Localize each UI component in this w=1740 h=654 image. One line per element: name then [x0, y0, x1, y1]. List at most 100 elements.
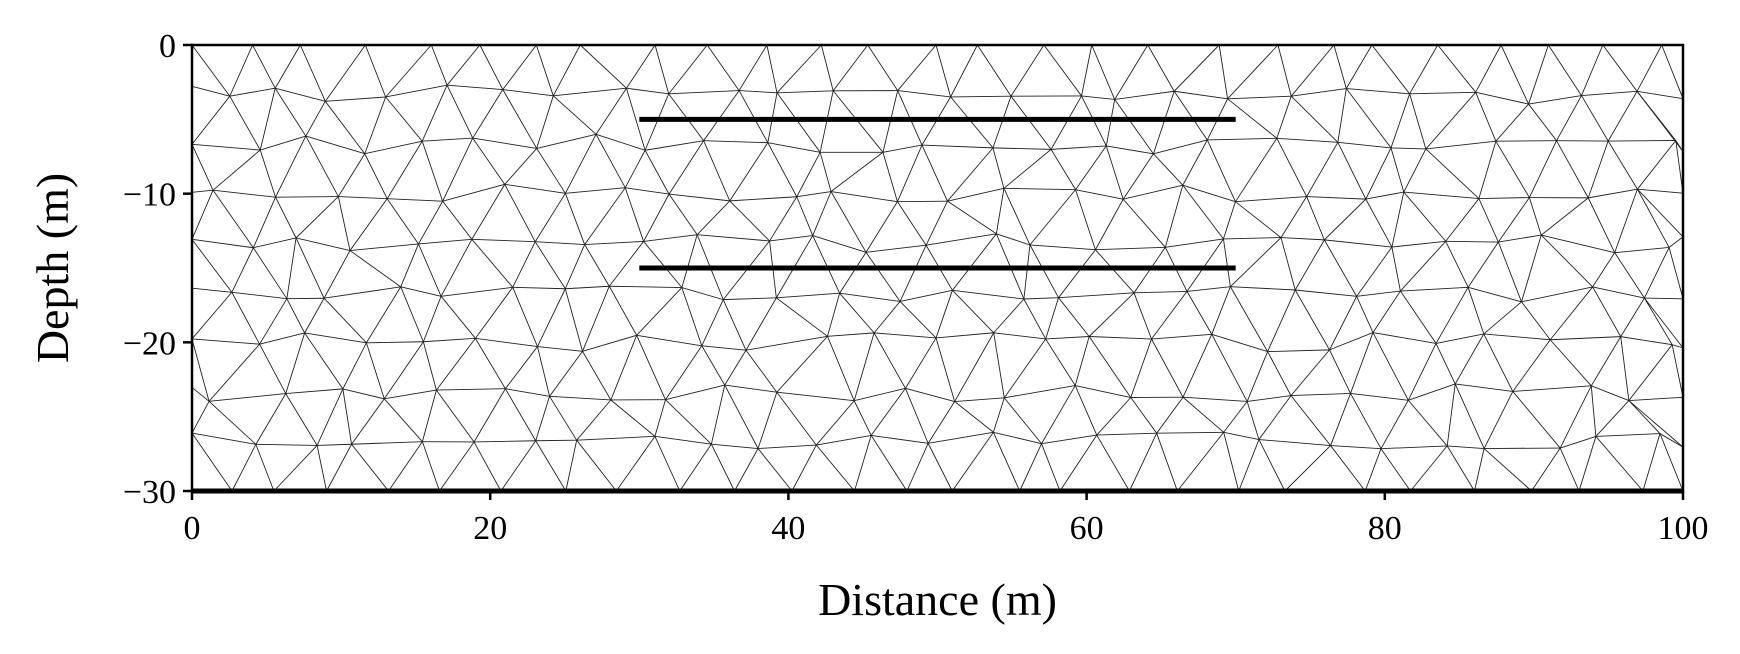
mesh-edge	[812, 235, 841, 294]
mesh-edge	[191, 85, 230, 97]
mesh-edge	[1391, 191, 1405, 248]
mesh-edge	[738, 90, 769, 143]
mesh-edge	[1156, 431, 1224, 434]
mesh-edge	[1475, 92, 1497, 142]
mesh-edge	[1409, 91, 1476, 95]
x-axis-ticks: 0 20 40 60 80 100	[184, 491, 1709, 547]
mesh-edge	[595, 87, 627, 135]
y-tick-label: −30	[123, 474, 176, 511]
mesh-edge	[316, 445, 328, 492]
mesh-edge	[208, 343, 260, 402]
mesh-edge	[1045, 297, 1059, 340]
mesh-edge	[897, 144, 923, 202]
mesh-edge	[1003, 149, 1052, 189]
mesh-edge	[1229, 286, 1268, 352]
mesh-edge	[512, 286, 566, 290]
mesh-edge	[418, 200, 444, 245]
mesh-edge	[665, 399, 712, 445]
mesh-edge	[706, 44, 740, 91]
mesh-edge	[853, 332, 875, 401]
mesh-edge	[1114, 90, 1175, 100]
mesh-edge	[1628, 400, 1661, 434]
mesh-edge	[1051, 145, 1107, 150]
mesh-edge	[681, 234, 698, 288]
mesh-edge	[615, 436, 656, 492]
mesh-edge	[608, 241, 644, 287]
mesh-edge	[996, 233, 1031, 246]
mesh-edge	[1074, 385, 1098, 436]
mesh-edge	[474, 440, 536, 443]
mesh-edge	[1182, 139, 1208, 186]
mesh-edge	[1445, 241, 1469, 288]
mesh-edge	[935, 332, 994, 339]
mesh-edge	[475, 287, 514, 339]
mesh-edge	[1280, 196, 1308, 238]
mesh-edge	[1074, 336, 1090, 386]
mesh-edge	[745, 349, 778, 393]
mesh-edge	[1592, 286, 1645, 299]
mesh-edge	[950, 44, 978, 98]
mesh-edge	[549, 395, 611, 401]
mesh-edge	[366, 341, 424, 344]
mesh-edge	[1512, 385, 1592, 392]
mesh-edge	[1588, 188, 1638, 199]
mesh-edge	[1223, 432, 1240, 492]
mesh-edge	[1467, 241, 1499, 288]
mesh-edge	[576, 399, 612, 441]
mesh-edge	[1346, 88, 1410, 95]
mesh-edge	[701, 345, 726, 386]
mesh-edge	[1164, 185, 1184, 248]
mesh-edge	[1559, 447, 1580, 492]
mesh-edge	[643, 234, 698, 242]
mesh-edge	[1227, 98, 1278, 139]
mesh-edge	[351, 398, 385, 445]
mesh-edge	[701, 345, 746, 351]
mesh-edge	[1581, 95, 1609, 142]
mesh-edge	[442, 137, 474, 202]
mesh-edge	[1540, 197, 1589, 236]
mesh-edge	[1528, 44, 1549, 105]
mesh-edge	[1528, 103, 1557, 141]
mesh-edge	[304, 298, 325, 334]
mesh-edge	[582, 334, 637, 352]
mesh-edge	[1637, 140, 1677, 190]
mesh-edge	[475, 338, 506, 389]
mesh-edge	[1003, 187, 1076, 191]
mesh-edge	[1294, 289, 1330, 351]
mesh-edge	[854, 387, 906, 402]
mesh-edge	[1329, 332, 1374, 351]
mesh-edge	[827, 293, 841, 337]
mesh-edge	[325, 96, 386, 102]
mesh-edge	[305, 135, 339, 197]
mesh-edge	[724, 349, 747, 386]
mesh-edge	[441, 286, 513, 297]
mesh-edge	[1372, 332, 1409, 401]
y-tick-label: 0	[159, 28, 176, 65]
mesh-edge	[1223, 201, 1236, 240]
mesh-edge	[839, 292, 875, 334]
mesh-edge	[1105, 99, 1116, 146]
mesh-edge	[338, 196, 388, 200]
mesh-edge	[255, 444, 275, 492]
mesh-edge	[286, 298, 306, 334]
mesh-edge	[595, 134, 626, 188]
mesh-edge	[1498, 234, 1542, 243]
mesh-edge	[644, 93, 670, 151]
mesh-edge	[668, 44, 708, 95]
mesh-edge	[897, 44, 937, 91]
mesh-edge	[534, 193, 566, 242]
mesh-edge	[252, 197, 276, 248]
mesh-edge	[935, 44, 952, 98]
mesh-edge	[1483, 391, 1514, 449]
mesh-edge	[549, 351, 583, 397]
mesh-edge	[1659, 433, 1684, 492]
mesh-edge	[1620, 336, 1630, 401]
mesh-edge	[446, 44, 481, 86]
mesh-edge	[383, 341, 424, 400]
mesh-edge	[1478, 141, 1497, 199]
mesh-edge	[191, 401, 210, 434]
mesh-edge	[1478, 198, 1499, 243]
mesh-edge	[1081, 44, 1093, 97]
mesh-edge	[1620, 336, 1673, 346]
mesh-edge	[724, 384, 777, 393]
